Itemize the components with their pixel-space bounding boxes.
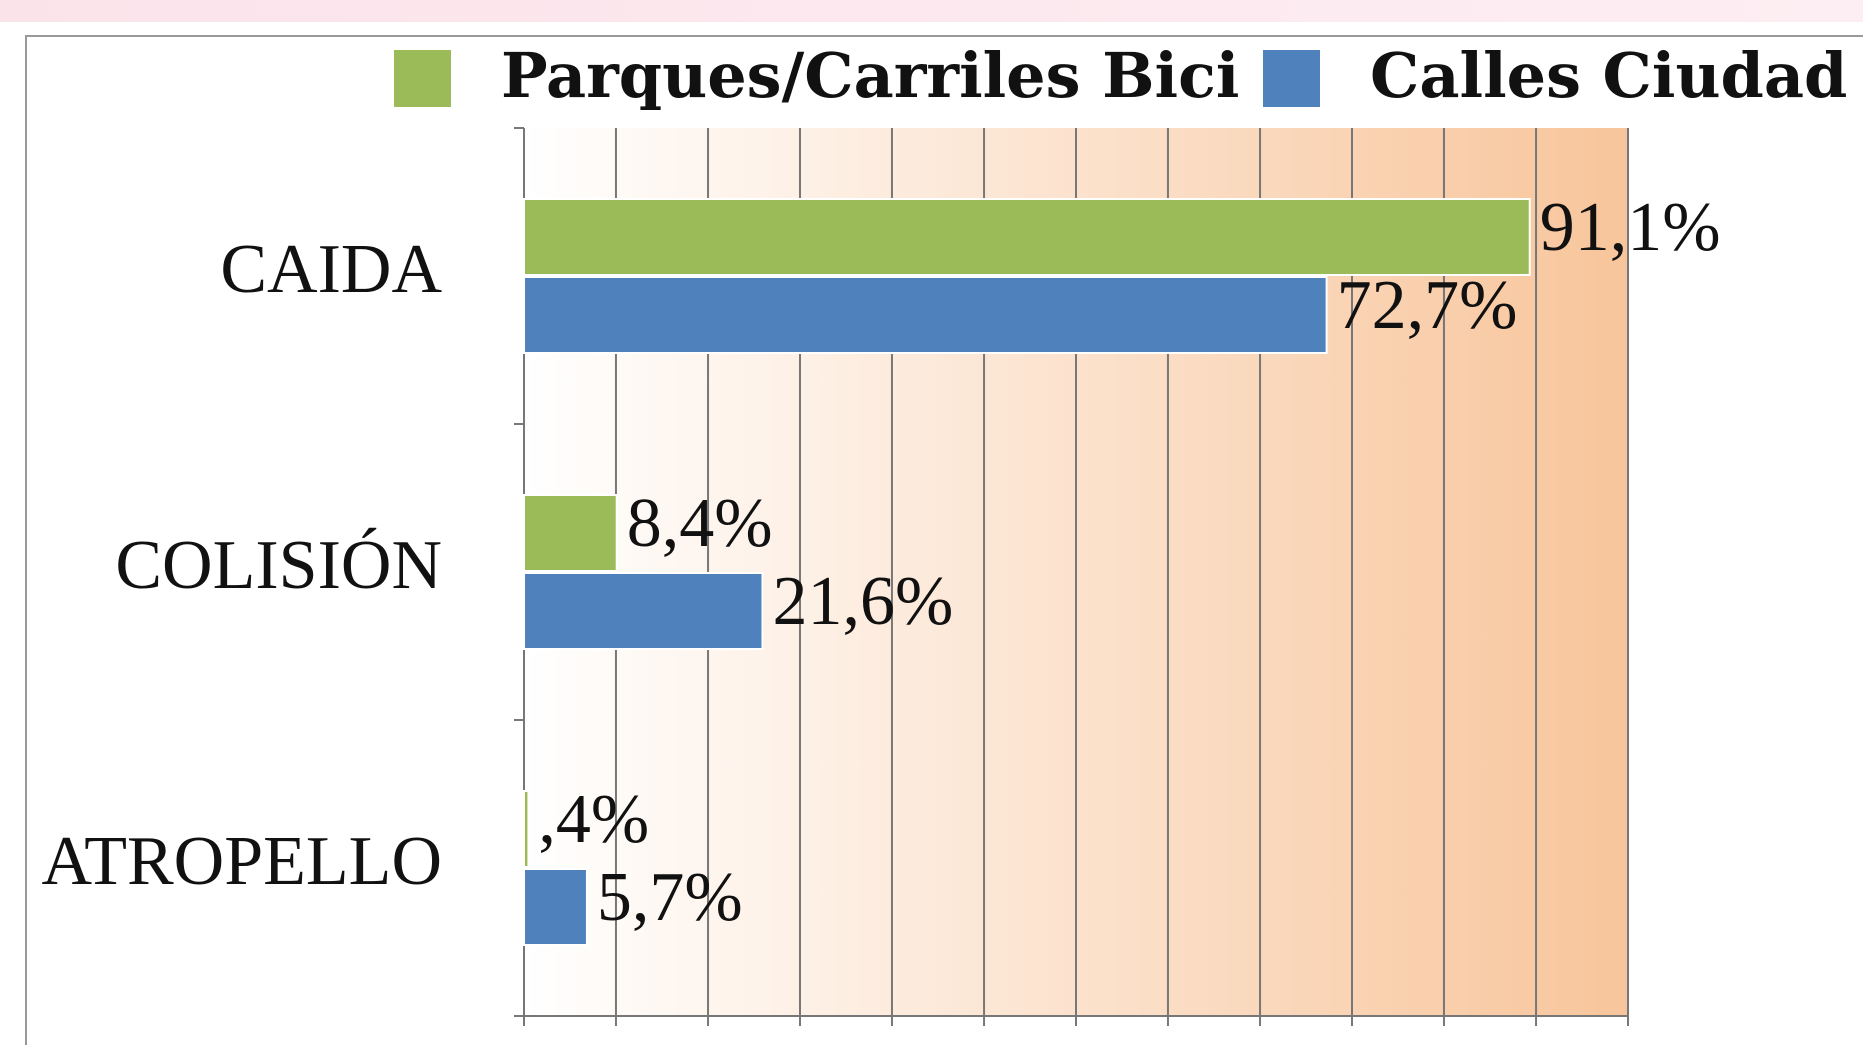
value-label: ,4% <box>538 781 649 858</box>
bar <box>523 198 1531 276</box>
value-label: 21,6% <box>772 563 953 640</box>
legend-label: Parques/Carriles Bici <box>501 39 1239 112</box>
legend-swatch <box>394 50 451 107</box>
value-label: 8,4% <box>627 485 773 562</box>
y-tick-label: CAIDA <box>220 231 442 308</box>
bar <box>523 790 530 868</box>
y-tick-label: ATROPELLO <box>41 823 442 900</box>
bar <box>523 868 588 946</box>
bar <box>523 572 764 650</box>
value-label: 91,1% <box>1540 189 1721 266</box>
bar <box>523 494 618 572</box>
value-label: 72,7% <box>1337 267 1518 344</box>
legend-label: Calles Ciudad <box>1370 39 1847 112</box>
value-label: 5,7% <box>597 859 743 936</box>
frame <box>25 35 1863 1045</box>
top-strip <box>0 0 1863 22</box>
y-tick-label: COLISIÓN <box>115 527 442 604</box>
legend-swatch <box>1263 50 1320 107</box>
bar <box>523 276 1328 354</box>
